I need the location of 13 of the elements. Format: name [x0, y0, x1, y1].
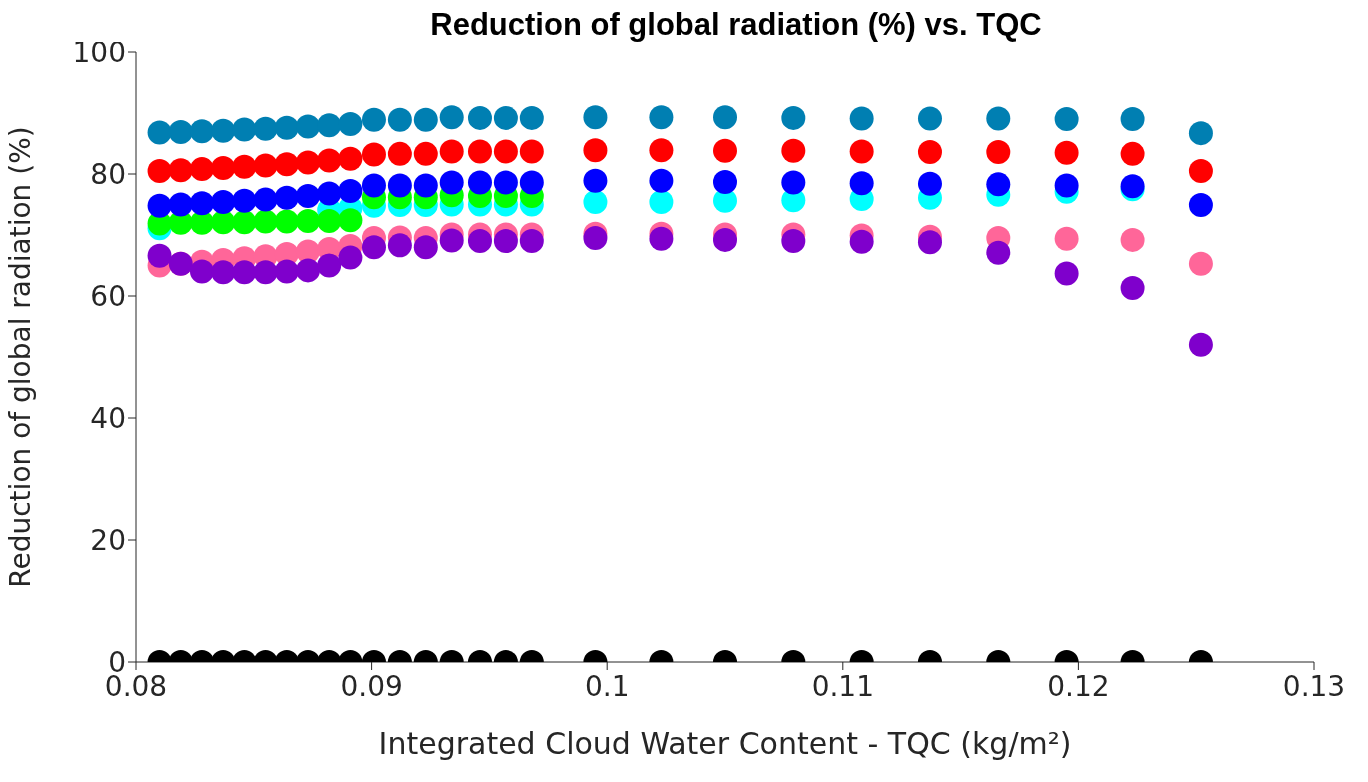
- x-axis-title: Integrated Cloud Water Content - TQC (kg/m²): [378, 726, 1072, 761]
- x-tick-label: 0.09: [340, 669, 403, 703]
- y-tick-label: 20: [90, 523, 126, 557]
- y-axis-title: Reduction of global radiation (%): [3, 126, 37, 588]
- x-tick-label: 0.13: [1282, 669, 1346, 703]
- x-tick-label: 0.1: [584, 669, 630, 703]
- y-tick-label: 60: [90, 279, 126, 313]
- x-tick-label: 0.11: [811, 669, 874, 703]
- x-tick-label: 0.12: [1047, 669, 1110, 703]
- chart-title: Reduction of global radiation (%) vs. TQC: [430, 7, 1042, 42]
- y-tick-label: 80: [90, 157, 126, 191]
- y-tick-label: 100: [72, 35, 126, 69]
- y-tick-label: 40: [90, 401, 126, 435]
